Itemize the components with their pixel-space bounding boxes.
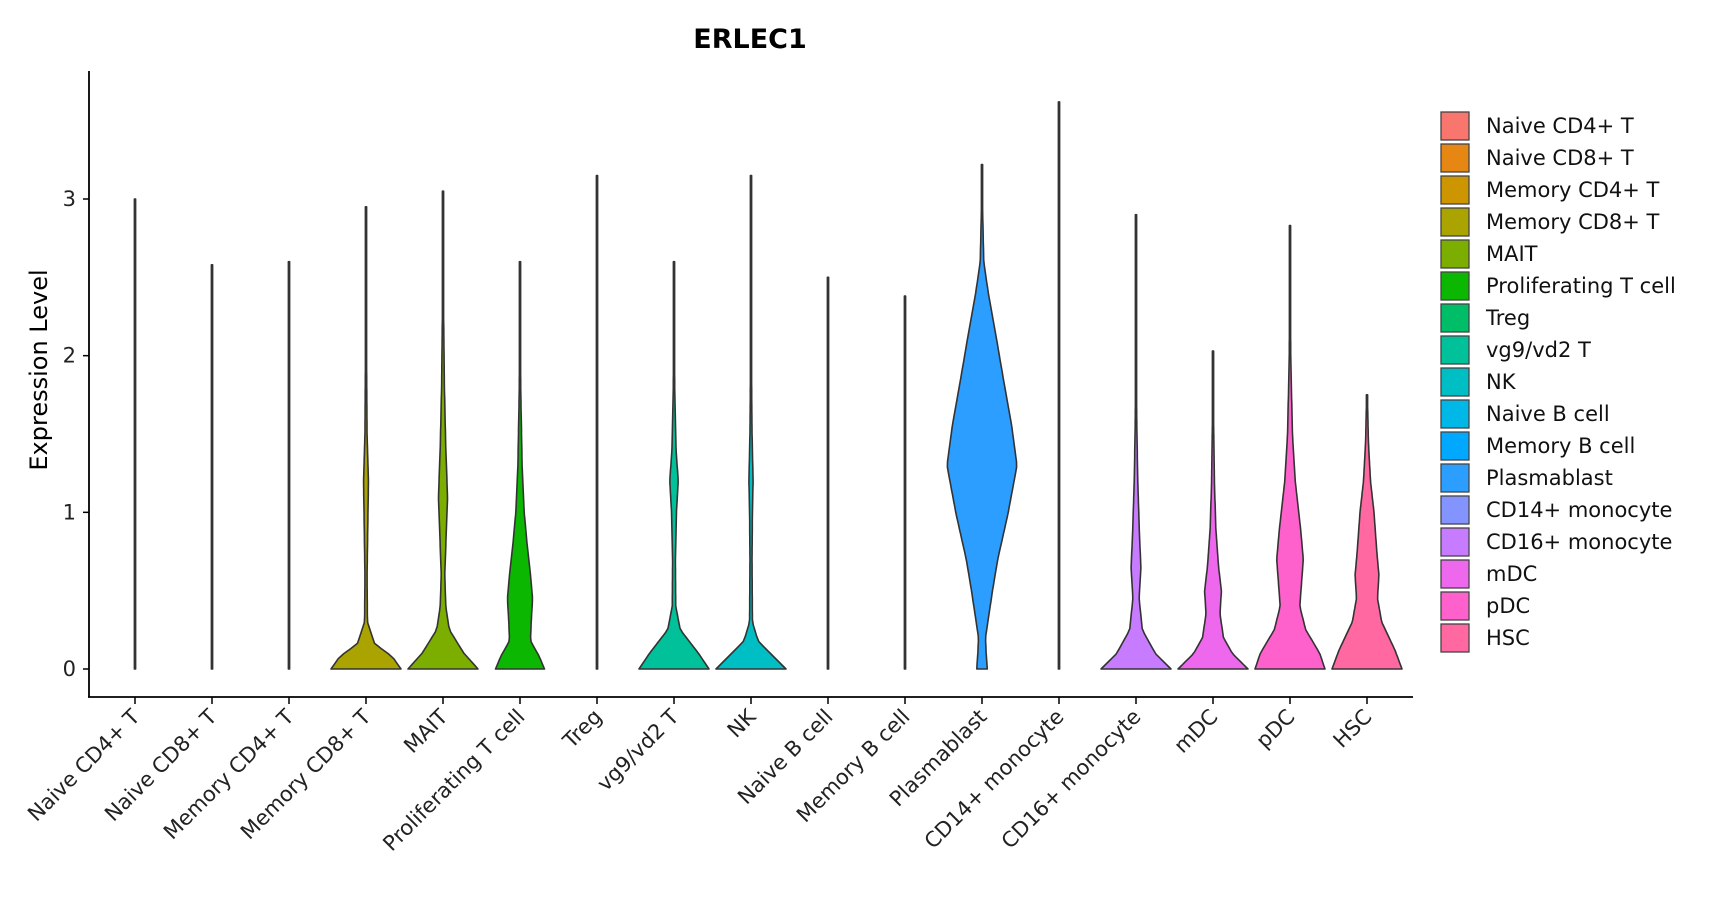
legend-key [1440,271,1470,301]
x-tick-label: vg9/vd2 T [592,704,683,795]
legend-label: vg9/vd2 T [1486,338,1591,362]
y-ticks: 0 1 2 3 [63,187,89,681]
legend-key [1440,239,1470,269]
violin [826,276,830,670]
y-tick-label: 3 [63,187,76,211]
legend-label: pDC [1486,594,1530,618]
legend-key [1440,623,1470,653]
violin [595,174,599,670]
violin [1254,224,1326,670]
violin [494,260,546,670]
legend-label: Naive B cell [1486,402,1610,426]
legend-label: Plasmablast [1486,466,1613,490]
legend-key [1440,399,1470,429]
legend-key [1440,143,1470,173]
violin [715,174,787,670]
violin [287,260,291,670]
legend-label: HSC [1486,626,1530,650]
violin [946,163,1018,670]
violin [210,264,214,670]
legend-label: CD14+ monocyte [1486,498,1672,522]
x-tick-label: pDC [1251,705,1299,753]
legend-key [1440,527,1470,557]
legend-label: Memory CD8+ T [1486,210,1660,234]
legend-key [1440,591,1470,621]
x-tick-label: CD16+ monocyte [997,705,1146,854]
legend-label: CD16+ monocyte [1486,530,1672,554]
x-tick-label: mDC [1169,705,1222,758]
x-tick-label: MAIT [399,704,453,758]
violin [1177,350,1249,670]
legend-key [1440,559,1470,589]
legend-key [1440,463,1470,493]
legend: Naive CD4+ T Naive CD8+ T Memory CD4+ T Mem… [1440,111,1676,653]
y-tick-label: 0 [63,657,76,681]
legend-label: Naive CD4+ T [1486,114,1634,138]
y-tick-label: 2 [63,344,76,368]
legend-label: MAIT [1486,242,1538,266]
violin [903,295,907,670]
legend-key [1440,431,1470,461]
violin [1057,101,1061,670]
violin [1331,394,1403,670]
legend-label: mDC [1486,562,1537,586]
x-tick-label: Proliferating T cell [378,705,529,856]
violin [1100,213,1172,670]
legend-label: NK [1486,370,1517,394]
x-tick-label: Treg [558,705,607,754]
legend-key [1440,367,1470,397]
chart-title: ERLEC1 [693,24,806,55]
legend-key [1440,111,1470,141]
violin [330,206,402,670]
legend-key [1440,495,1470,525]
violins [133,101,1403,670]
y-tick-label: 1 [63,500,76,524]
x-tick-label: Memory CD8+ T [236,704,376,844]
legend-key [1440,335,1470,365]
violin [638,260,710,670]
legend-key [1440,303,1470,333]
legend-label: Proliferating T cell [1486,274,1676,298]
legend-label: Memory CD4+ T [1486,178,1660,202]
violin [407,190,479,670]
legend-key [1440,175,1470,205]
legend-label: Memory B cell [1486,434,1635,458]
x-tick-label: CD14+ monocyte [920,705,1069,854]
x-tick-label: NK [723,704,762,743]
legend-key [1440,207,1470,237]
legend-label: Naive CD8+ T [1486,146,1634,170]
y-axis-title: Expression Level [25,269,53,470]
x-tick-label: Memory CD4+ T [159,704,299,844]
legend-label: Treg [1485,306,1530,330]
violin [133,198,137,670]
x-tick-label: HSC [1329,705,1377,753]
